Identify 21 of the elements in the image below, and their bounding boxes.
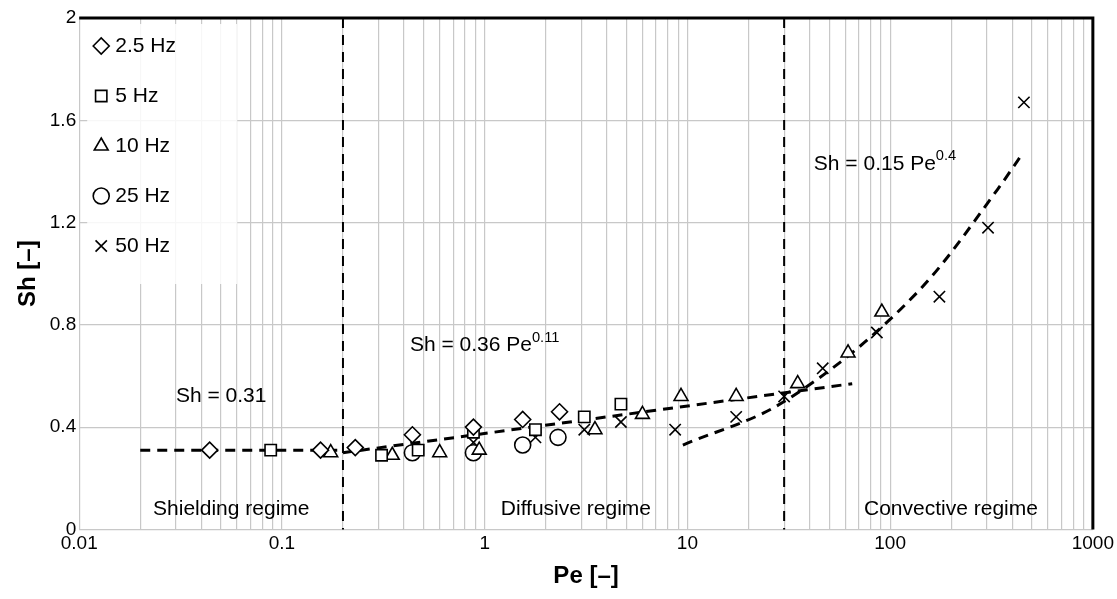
legend-label: 10 Hz [115,132,171,156]
y-tick-label: 1.2 [49,210,77,232]
y-tick-label: 2 [65,6,77,28]
annotation: Sh = 0.31 [175,383,267,407]
legend-label: 50 Hz [115,232,171,256]
x-tick-label: 1000 [1071,532,1115,554]
x-tick-label: 100 [874,532,906,554]
y-tick-label: 0.4 [49,415,77,437]
legend-label: 25 Hz [115,182,171,206]
legend-label: 5 Hz [115,82,159,106]
x-tick-label: 10 [676,532,698,554]
y-axis-title: Sh [–] [13,240,41,308]
x-tick-label: 1 [479,532,490,554]
x-axis-title: Pe [–] [553,561,619,589]
y-tick-label: 0.8 [49,313,77,335]
x-tick-label: 0.1 [268,532,296,554]
annotation: Shielding regime [153,495,310,519]
annotation: Convective regime [864,495,1038,519]
y-tick-label: 1.6 [49,108,77,130]
legend-label: 2.5 Hz [115,32,176,56]
annotation: Diffusive regime [500,495,651,519]
